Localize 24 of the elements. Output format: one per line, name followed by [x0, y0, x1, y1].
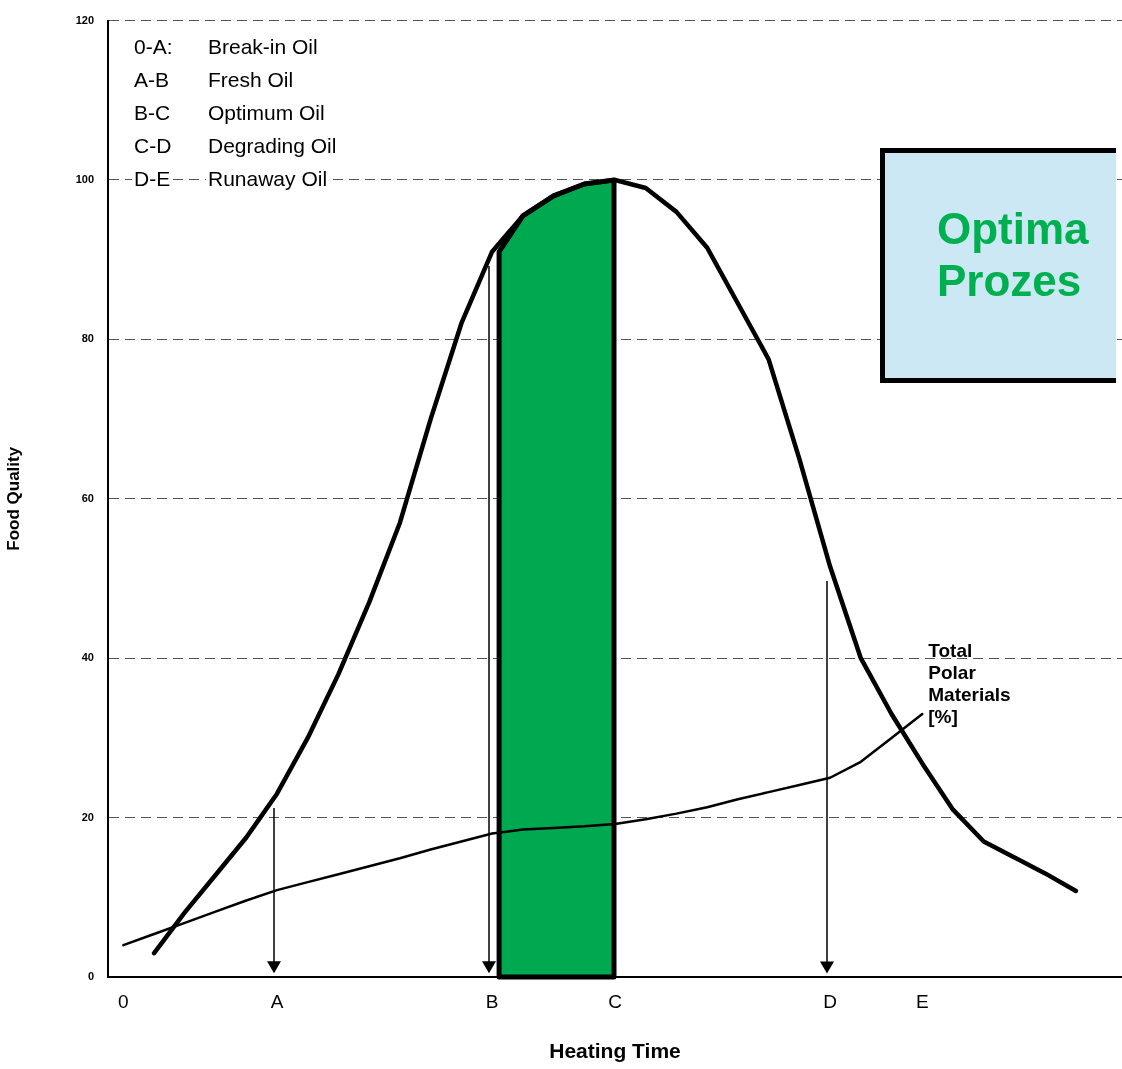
y-tick-label: 60 — [81, 491, 94, 504]
text: D-E Runaway Oil — [134, 167, 328, 191]
y-tick-label: 0 — [87, 970, 94, 983]
x-tick-label: A — [270, 990, 284, 1012]
y-tick-label: 80 — [81, 332, 94, 345]
x-tick-label: B — [485, 990, 499, 1012]
y-tick-label: 100 — [75, 173, 94, 186]
x-tick-label: C — [608, 990, 622, 1012]
y-axis-title: Food Quality — [3, 446, 23, 551]
text: B-C Optimum Oil — [134, 101, 325, 125]
series-label: Total Polar Materials [%] — [928, 640, 1011, 728]
y-tick-label: 40 — [81, 651, 94, 664]
y-tick-label: 120 — [75, 13, 94, 26]
x-axis-title: Heating Time — [549, 1039, 681, 1063]
text: A-B Fresh Oil — [134, 68, 294, 92]
text: C-D Degrading Oil — [134, 134, 337, 158]
annotation: Prozes — [937, 255, 1083, 307]
text: 0-A: Break-in Oil — [134, 35, 318, 59]
x-tick-label: D — [823, 990, 837, 1012]
y-tick-label: 20 — [81, 810, 94, 823]
annotation: Optima — [937, 203, 1090, 255]
text-box: Optima Prozes — [880, 148, 1116, 383]
x-tick-label: 0 — [118, 990, 129, 1012]
x-tick-label: E — [915, 990, 929, 1012]
